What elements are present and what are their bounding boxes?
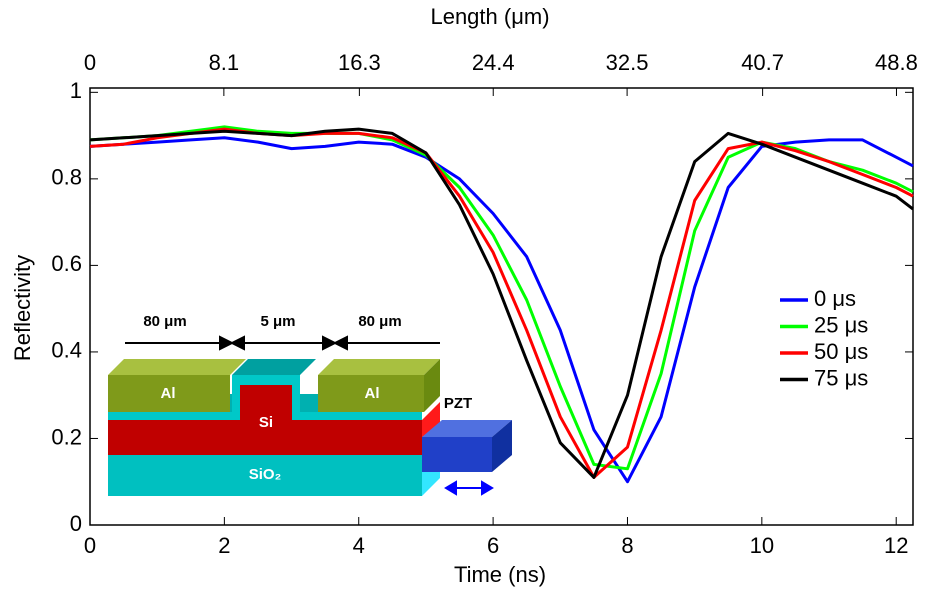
legend-label: 25 μs — [814, 312, 868, 337]
y-tick-label: 0.6 — [51, 251, 82, 276]
data-line — [89, 127, 914, 479]
x2-tick-label: 16.3 — [338, 50, 381, 75]
dimension-arrows — [125, 335, 440, 351]
legend-label: 0 μs — [814, 286, 856, 311]
x-tick-label: 4 — [353, 533, 365, 558]
y-tick-label: 0.2 — [51, 424, 82, 449]
al-top — [318, 359, 440, 375]
y-tick-label: 1 — [70, 78, 82, 103]
ridge-si — [240, 385, 292, 420]
plot-frame — [89, 87, 914, 526]
layer-label: SiO₂ — [249, 466, 282, 483]
dimension-label: 5 μm — [260, 313, 295, 330]
pzt-top — [422, 420, 512, 437]
x2-axis-label: Length (μm) — [430, 4, 549, 29]
y-tick-label: 0.8 — [51, 165, 82, 190]
al-block — [318, 375, 424, 412]
device-diagram: 80 μm 5 μm 80 μm Al Al Si SiO₂ PZT — [108, 313, 512, 496]
ridge-top — [232, 359, 316, 375]
x-axis-label: Time (ns) — [454, 562, 546, 587]
dimension-label: 80 μm — [358, 313, 401, 330]
layer-label: PZT — [444, 395, 472, 412]
plot-area: 0 2 4 6 8 10 12 0 8.1 16.3 24.4 32.5 40.7 48.8 0 0.2 0.4… — [51, 50, 917, 558]
legend-label: 50 μs — [814, 339, 868, 364]
data-line — [89, 125, 914, 471]
al-top — [108, 359, 246, 375]
al-block — [108, 375, 230, 412]
x-tick-label: 2 — [218, 533, 230, 558]
data-line — [89, 127, 914, 479]
al-side — [424, 359, 440, 412]
pzt-arrow — [444, 480, 494, 496]
x2-tick-label: 8.1 — [209, 50, 240, 75]
x-tick-label: 6 — [487, 533, 499, 558]
x2-tick-label: 32.5 — [606, 50, 649, 75]
x2-tick-label: 48.8 — [875, 50, 918, 75]
y-axis-label: Reflectivity — [10, 255, 35, 361]
y-tick-label: 0 — [70, 511, 82, 536]
si-layer — [108, 420, 422, 455]
legend-label: 75 μs — [814, 365, 868, 390]
data-line — [89, 136, 914, 484]
x-tick-label: 10 — [750, 533, 774, 558]
layer-label: Si — [259, 414, 273, 431]
sio2-layer — [108, 455, 422, 496]
layer-label: Al — [365, 385, 380, 402]
x-tick-label: 0 — [84, 533, 96, 558]
y-tick-label: 0.4 — [51, 338, 82, 363]
x2-tick-label: 40.7 — [741, 50, 784, 75]
dimension-label: 80 μm — [143, 313, 186, 330]
x2-tick-label: 24.4 — [472, 50, 515, 75]
x-tick-label: 12 — [884, 533, 908, 558]
x2-tick-label: 0 — [84, 50, 96, 75]
pzt-side — [492, 420, 512, 472]
layer-label: Al — [161, 385, 176, 402]
pzt-block — [422, 437, 492, 472]
x-tick-label: 8 — [621, 533, 633, 558]
